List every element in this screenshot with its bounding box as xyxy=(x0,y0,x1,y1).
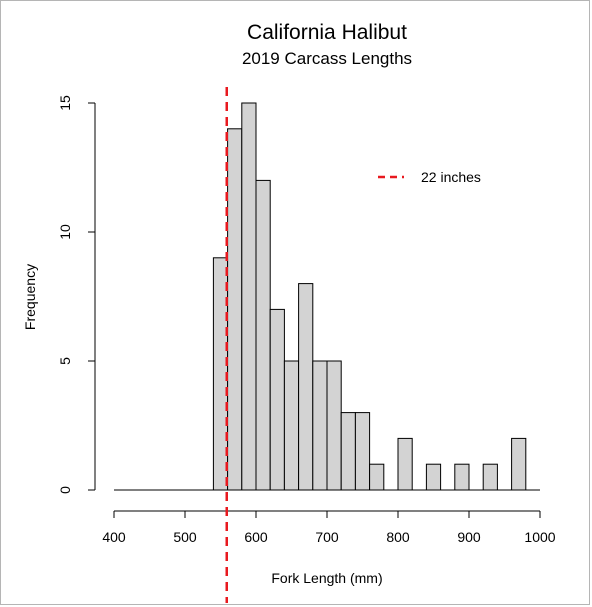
histogram-bar xyxy=(255,179,271,491)
x-tick-label: 600 xyxy=(244,529,268,545)
histogram-bar xyxy=(212,257,229,491)
legend: 22 inches xyxy=(378,169,481,185)
x-axis-label: Fork Length (mm) xyxy=(271,570,382,586)
histogram-bar xyxy=(283,360,300,491)
x-tick-label: 1000 xyxy=(524,529,555,545)
histogram-bar xyxy=(227,128,243,491)
x-axis: 400 500 600 700 800 900 1000 xyxy=(102,510,556,545)
bars-group xyxy=(114,102,540,491)
histogram-bar xyxy=(425,463,442,491)
legend-label: 22 inches xyxy=(421,169,481,185)
histogram-bar xyxy=(312,360,328,491)
y-axis-label: Frequency xyxy=(22,264,38,330)
y-tick-label: 0 xyxy=(57,486,73,494)
y-tick-label: 5 xyxy=(57,357,73,365)
y-tick-label: 10 xyxy=(57,224,73,240)
histogram-bar xyxy=(511,437,527,491)
histogram-bar xyxy=(340,412,356,491)
chart-subtitle: 2019 Carcass Lengths xyxy=(242,49,412,68)
x-tick-label: 400 xyxy=(102,529,126,545)
histogram-bar xyxy=(326,360,342,491)
histogram-bar xyxy=(454,463,470,491)
y-tick-label: 15 xyxy=(57,95,73,111)
histogram-bar xyxy=(482,463,498,491)
histogram-bar xyxy=(269,308,285,491)
x-tick-label: 800 xyxy=(386,529,410,545)
x-tick-label: 700 xyxy=(315,529,339,545)
histogram-bar xyxy=(397,437,413,491)
histogram-bar xyxy=(369,463,385,491)
histogram-bar xyxy=(354,412,371,491)
histogram-bar xyxy=(298,283,314,491)
x-tick-label: 500 xyxy=(173,529,197,545)
histogram-bar xyxy=(241,102,257,491)
y-axis: 0 5 10 15 xyxy=(57,95,96,494)
x-tick-label: 900 xyxy=(457,529,481,545)
chart-title: California Halibut xyxy=(247,21,407,44)
